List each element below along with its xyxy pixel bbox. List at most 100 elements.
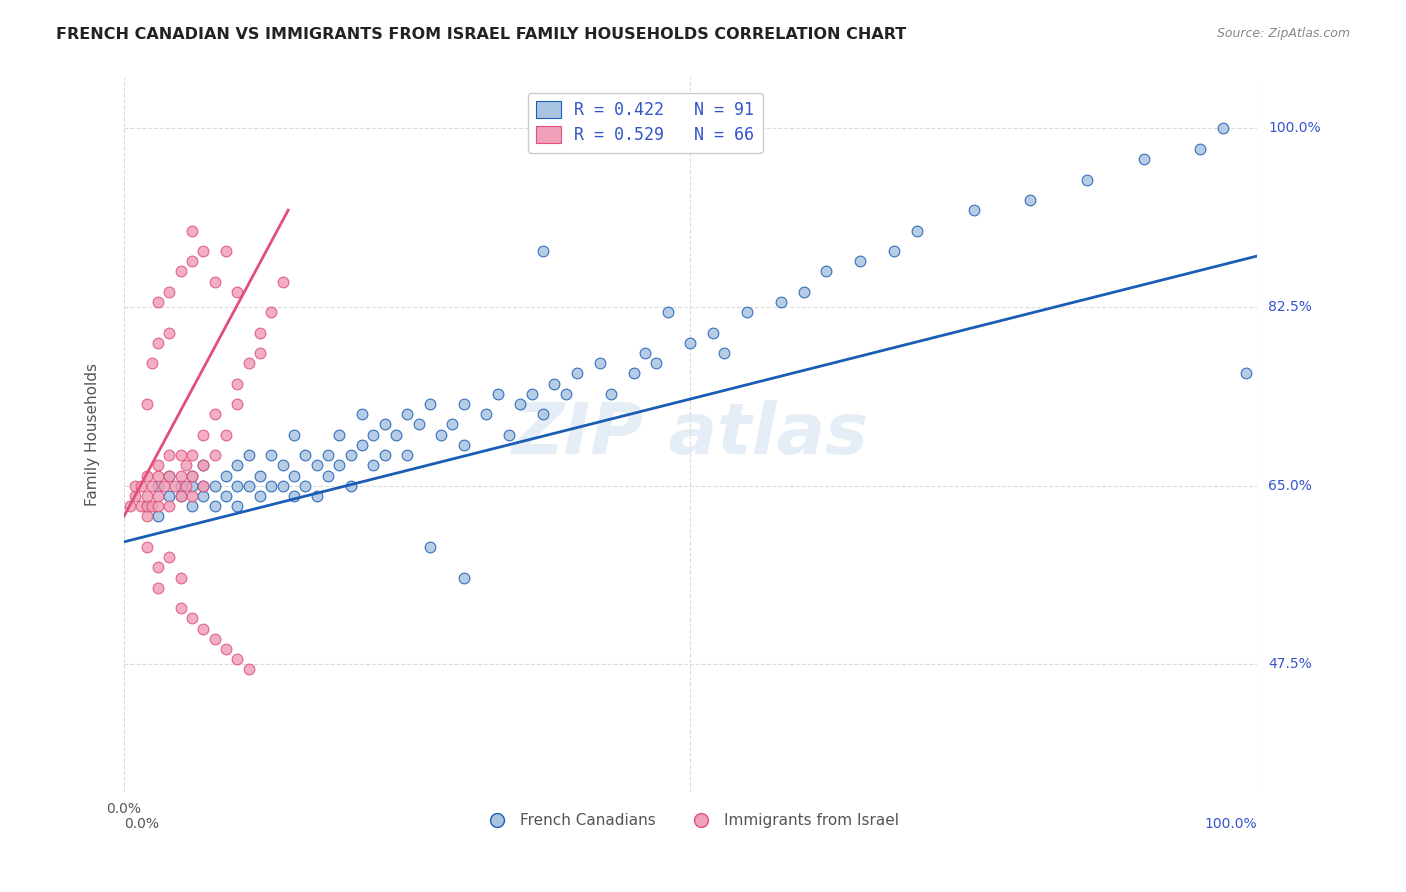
Point	[339, 479, 361, 493]
Point	[141, 499, 163, 513]
Point	[226, 458, 249, 473]
Point	[373, 417, 395, 432]
Point	[419, 540, 441, 554]
Point	[193, 479, 215, 493]
Point	[157, 468, 180, 483]
Text: 65.0%: 65.0%	[1268, 479, 1312, 492]
Point	[283, 427, 305, 442]
Point	[408, 417, 430, 432]
Point	[249, 326, 271, 340]
Text: 82.5%: 82.5%	[1268, 300, 1312, 314]
Point	[453, 397, 475, 411]
Point	[141, 356, 163, 370]
Point	[679, 335, 702, 350]
Point	[193, 244, 215, 258]
Point	[157, 326, 180, 340]
Point	[373, 448, 395, 462]
Point	[152, 479, 174, 493]
Point	[193, 489, 215, 503]
Point	[135, 489, 157, 503]
Y-axis label: Family Households: Family Households	[86, 363, 100, 506]
Point	[180, 611, 202, 625]
Point	[1189, 142, 1212, 156]
Point	[520, 387, 543, 401]
Point	[735, 305, 758, 319]
Point	[385, 427, 408, 442]
Point	[169, 264, 191, 278]
Point	[249, 468, 271, 483]
Point	[238, 356, 260, 370]
Text: ZIP atlas: ZIP atlas	[512, 401, 869, 469]
Point	[124, 479, 146, 493]
Point	[226, 285, 249, 299]
Point	[283, 468, 305, 483]
Point	[135, 540, 157, 554]
Point	[174, 458, 197, 473]
Legend: French Canadians, Immigrants from Israel: French Canadians, Immigrants from Israel	[475, 807, 905, 834]
Text: 100.0%: 100.0%	[1205, 817, 1257, 831]
Point	[509, 397, 531, 411]
Point	[815, 264, 838, 278]
Text: 0.0%: 0.0%	[124, 817, 159, 831]
Point	[146, 335, 169, 350]
Point	[180, 468, 202, 483]
Point	[1212, 121, 1234, 136]
Point	[361, 427, 384, 442]
Point	[396, 448, 419, 462]
Point	[283, 489, 305, 503]
Point	[339, 448, 361, 462]
Point	[623, 367, 645, 381]
Point	[215, 642, 238, 657]
Point	[350, 438, 373, 452]
Point	[350, 407, 373, 421]
Point	[554, 387, 576, 401]
Point	[271, 479, 294, 493]
Point	[135, 468, 157, 483]
Point	[361, 458, 384, 473]
Point	[1076, 172, 1098, 186]
Point	[135, 499, 157, 513]
Point	[475, 407, 498, 421]
Text: Source: ZipAtlas.com: Source: ZipAtlas.com	[1216, 27, 1350, 40]
Point	[657, 305, 679, 319]
Point	[169, 468, 191, 483]
Point	[600, 387, 623, 401]
Point	[294, 479, 316, 493]
Point	[180, 254, 202, 268]
Point	[1019, 193, 1042, 207]
Point	[226, 499, 249, 513]
Text: FRENCH CANADIAN VS IMMIGRANTS FROM ISRAEL FAMILY HOUSEHOLDS CORRELATION CHART: FRENCH CANADIAN VS IMMIGRANTS FROM ISRAE…	[56, 27, 907, 42]
Point	[135, 499, 157, 513]
Point	[169, 601, 191, 615]
Point	[565, 367, 588, 381]
Point	[146, 581, 169, 595]
Point	[1234, 367, 1257, 381]
Point	[180, 499, 202, 513]
Point	[193, 479, 215, 493]
Point	[157, 550, 180, 565]
Point	[204, 499, 226, 513]
Point	[770, 295, 793, 310]
Point	[486, 387, 509, 401]
Point	[305, 489, 328, 503]
Point	[193, 622, 215, 636]
Point	[316, 448, 339, 462]
Point	[328, 458, 350, 473]
Point	[793, 285, 815, 299]
Point	[180, 468, 202, 483]
Point	[271, 275, 294, 289]
Point	[634, 346, 657, 360]
Point	[883, 244, 905, 258]
Point	[238, 448, 260, 462]
Point	[157, 468, 180, 483]
Point	[157, 448, 180, 462]
Point	[169, 479, 191, 493]
Point	[193, 458, 215, 473]
Point	[271, 458, 294, 473]
Point	[129, 479, 152, 493]
Point	[169, 489, 191, 503]
Point	[215, 468, 238, 483]
Point	[135, 509, 157, 524]
Point	[396, 407, 419, 421]
Point	[163, 479, 186, 493]
